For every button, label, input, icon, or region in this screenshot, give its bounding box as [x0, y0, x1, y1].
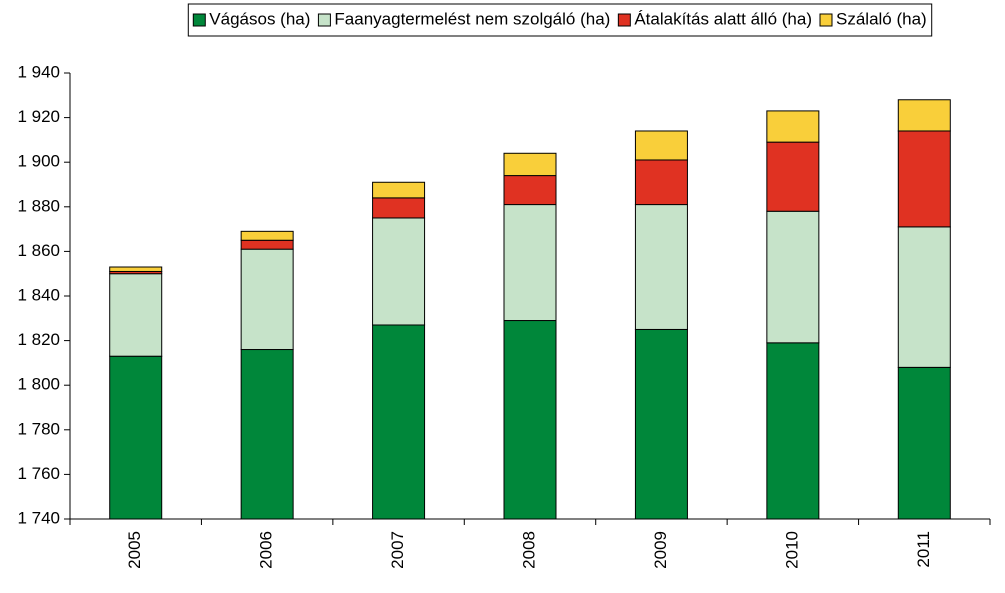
y-tick-label: 1 760	[17, 464, 60, 483]
bar-segment	[109, 266, 163, 272]
legend: Vágásos (ha) Faanyagtermelést nem szolgál…	[187, 3, 933, 37]
bar-segment	[372, 181, 426, 199]
legend-label: Átalakítás alatt álló (ha)	[634, 9, 812, 28]
x-tick-label: 2008	[519, 531, 538, 569]
x-tick-label: 2006	[257, 531, 276, 569]
x-tick-label: 2009	[651, 531, 670, 569]
legend-label: Szálaló (ha)	[836, 9, 927, 28]
y-tick-label: 1 880	[17, 196, 60, 215]
x-tick-label: 2011	[914, 531, 933, 568]
bar-segment	[372, 217, 426, 326]
bar-segment	[766, 210, 820, 344]
bar-segment	[766, 110, 820, 143]
bar-segment	[503, 320, 557, 520]
bar-segment	[109, 355, 163, 520]
bar-segment	[503, 204, 557, 322]
legend-box	[187, 3, 933, 37]
y-tick-label: 1 740	[17, 508, 60, 527]
legend-swatch	[192, 13, 206, 27]
y-tick-label: 1 900	[17, 152, 60, 171]
bar-segment	[503, 152, 557, 177]
legend-swatch	[819, 13, 833, 27]
x-tick-label: 2007	[388, 531, 407, 569]
y-tick-label: 1 780	[17, 419, 60, 438]
bar-segment	[897, 99, 951, 132]
bar-segment	[897, 366, 951, 520]
bar-segment	[766, 342, 820, 520]
bar-segment	[372, 324, 426, 520]
y-tick-label: 1 820	[17, 330, 60, 349]
bar-segment	[503, 175, 557, 206]
legend-label: Faanyagtermelést nem szolgáló (ha)	[334, 9, 610, 28]
x-tick-label: 2005	[125, 531, 144, 569]
bar-segment	[240, 230, 294, 241]
bar-segment	[634, 159, 688, 206]
y-tick-label: 1 840	[17, 285, 60, 304]
y-tick-label: 1 940	[17, 62, 60, 81]
y-tick-label: 1 800	[17, 375, 60, 394]
y-tick-label: 1 920	[17, 107, 60, 126]
bar-segment	[372, 197, 426, 219]
bar-segment	[897, 130, 951, 228]
bar-segment	[240, 349, 294, 520]
bar-segment	[634, 204, 688, 330]
bar-segment	[634, 130, 688, 161]
bar-segment	[766, 141, 820, 212]
bar-segment	[240, 248, 294, 351]
legend-swatch	[617, 13, 631, 27]
bar-segment	[240, 239, 294, 250]
bar-segment	[109, 273, 163, 357]
x-tick-label: 2010	[782, 531, 801, 569]
legend-swatch	[317, 13, 331, 27]
bar-segment	[634, 328, 688, 520]
legend-label: Vágásos (ha)	[209, 9, 310, 28]
y-tick-label: 1 860	[17, 241, 60, 260]
bar-segment	[897, 226, 951, 368]
